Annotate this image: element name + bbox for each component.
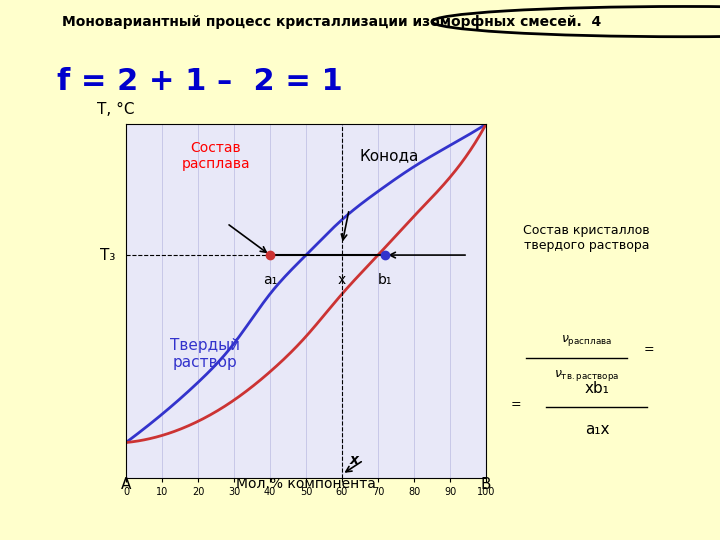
Text: T, °C: T, °C bbox=[97, 102, 135, 117]
Text: Состав
расплава: Состав расплава bbox=[181, 141, 251, 171]
Text: $\nu_{\mathregular{расплава}}$: $\nu_{\mathregular{расплава}}$ bbox=[562, 333, 612, 348]
Text: xb₁: xb₁ bbox=[585, 381, 609, 396]
Text: =: = bbox=[511, 399, 521, 411]
Text: $\nu_{\mathregular{тв.раствора}}$: $\nu_{\mathregular{тв.раствора}}$ bbox=[554, 368, 619, 383]
Text: Твердый
раствор: Твердый раствор bbox=[170, 338, 240, 370]
Text: Моновариантный процесс кристаллизации изоморфных смесей.  4: Моновариантный процесс кристаллизации из… bbox=[62, 15, 600, 29]
Text: Состав кристаллов
твердого раствора: Состав кристаллов твердого раствора bbox=[523, 224, 650, 252]
Text: a₁: a₁ bbox=[263, 273, 277, 287]
Text: f = 2 + 1 –  2 = 1: f = 2 + 1 – 2 = 1 bbox=[57, 66, 343, 96]
Text: A: A bbox=[121, 477, 131, 491]
Text: x: x bbox=[349, 453, 359, 467]
Text: b₁: b₁ bbox=[378, 273, 392, 287]
Text: Конода: Конода bbox=[359, 148, 418, 163]
Text: B: B bbox=[481, 477, 491, 491]
Text: x: x bbox=[338, 273, 346, 287]
Text: T₃: T₃ bbox=[100, 247, 115, 262]
Text: =: = bbox=[643, 343, 654, 356]
Text: a₁x: a₁x bbox=[585, 422, 609, 437]
Text: Мол.% компонента: Мол.% компонента bbox=[236, 477, 376, 491]
